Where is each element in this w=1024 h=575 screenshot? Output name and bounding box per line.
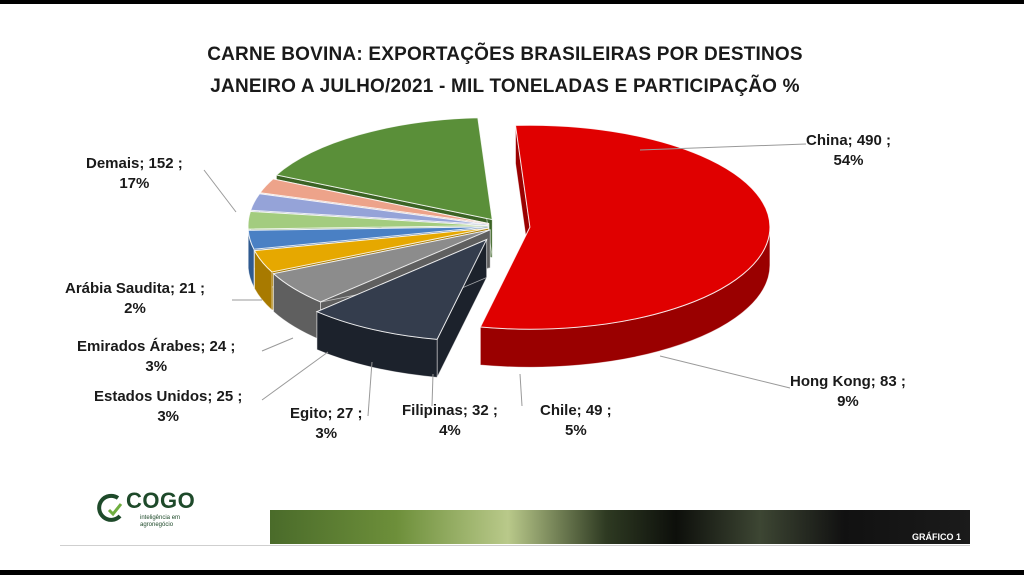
pie-chart — [203, 117, 807, 417]
leader-line-emirados-arabes — [261, 337, 294, 352]
chart-title: CARNE BOVINA: EXPORTAÇÕES BRASILEIRAS PO… — [207, 44, 803, 65]
logo-tagline-2: agronegócio — [140, 522, 174, 528]
logo-tagline-1: inteligência em — [140, 515, 181, 521]
footer-photo-band — [270, 510, 970, 544]
leader-line-hong-kong — [659, 355, 791, 389]
label-hong-kong: Hong Kong; 83 ; 9% — [790, 373, 906, 410]
cogo-logo: COGO inteligência em agronegócio — [96, 488, 216, 540]
label-emirados-arabes: Emirados Árabes; 24 ; 3% — [77, 338, 236, 375]
label-china: China; 490 ; 54% — [806, 132, 892, 169]
footer-divider — [60, 545, 970, 546]
label-demais: Demais; 152 ; 17% — [86, 155, 183, 192]
leader-line-demais — [203, 169, 237, 213]
leader-line-chile — [519, 373, 523, 407]
figure-label: GRÁFICO 1 — [912, 532, 962, 542]
label-arabia-saudita: Arábia Saudita; 21 ; 2% — [65, 280, 206, 317]
label-egito: Egito; 27 ; 3% — [290, 405, 363, 442]
label-filipinas: Filipinas; 32 ; 4% — [402, 402, 498, 439]
chart-subtitle: JANEIRO A JULHO/2021 - MIL TONELADAS E P… — [210, 76, 800, 97]
leader-line-estados-unidos — [261, 351, 329, 401]
leader-line-filipinas — [431, 373, 434, 407]
logo-name: COGO — [126, 488, 196, 513]
slide: CARNE BOVINA: EXPORTAÇÕES BRASILEIRAS PO… — [0, 4, 1024, 570]
leader-line-china — [639, 143, 807, 151]
cogo-logo-icon — [97, 493, 123, 522]
slice-china — [479, 124, 771, 368]
label-estados-unidos: Estados Unidos; 25 ; 3% — [94, 388, 243, 425]
slice-hong-kong — [315, 238, 488, 378]
leader-line-egito — [367, 361, 373, 417]
label-chile: Chile; 49 ; 5% — [540, 402, 612, 439]
